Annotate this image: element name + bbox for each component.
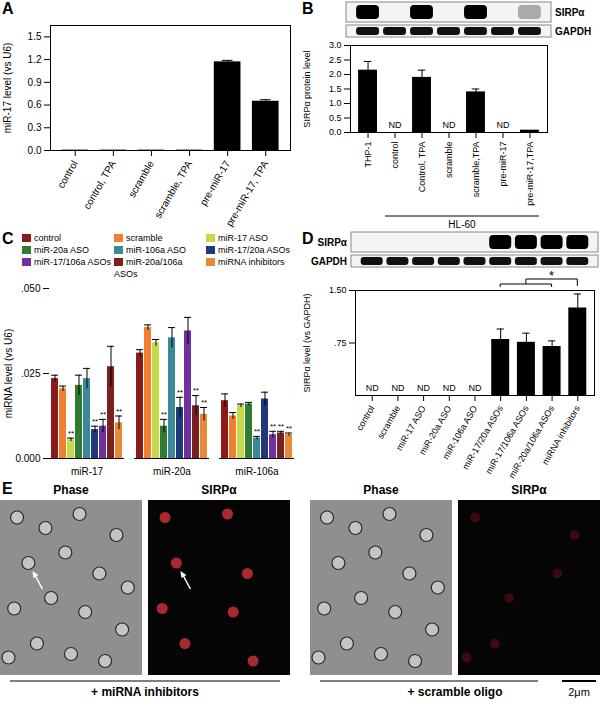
- svg-text:**: **: [116, 407, 122, 416]
- svg-text:.75: .75: [334, 338, 347, 348]
- svg-text:miR-106a: miR-106a: [235, 466, 279, 477]
- html-text:scramble: scramble: [126, 233, 163, 243]
- svg-text:ND: ND: [389, 120, 402, 130]
- svg-text:pre-miR-17: pre-miR-17: [498, 142, 508, 187]
- svg-text:**: **: [286, 424, 292, 433]
- svg-text:ND: ND: [496, 120, 509, 130]
- svg-text:2.0: 2.0: [329, 69, 342, 79]
- svg-text:+ scramble oligo: + scramble oligo: [407, 685, 502, 699]
- svg-text:0.0: 0.0: [28, 145, 42, 156]
- svg-text:miR-17/106a ASOs: miR-17/106a ASOs: [483, 403, 531, 476]
- svg-text:0.0: 0.0: [329, 127, 342, 137]
- svg-text:control: control: [354, 404, 376, 432]
- svg-text:scramble: scramble: [444, 142, 454, 179]
- svg-text:Phase: Phase: [53, 483, 89, 497]
- svg-text:miR-17 ASO: miR-17 ASO: [394, 403, 428, 453]
- svg-text:3.0: 3.0: [329, 40, 342, 50]
- html-text:miR-17/106a ASOs: miR-17/106a ASOs: [34, 257, 111, 267]
- svg-text:2μm: 2μm: [568, 686, 590, 698]
- svg-text:control: control: [55, 159, 80, 190]
- svg-text:**: **: [270, 422, 276, 431]
- svg-text:2.5: 2.5: [329, 55, 342, 65]
- html-text:E: E: [2, 480, 13, 497]
- svg-text:pre-miR-17,TPA: pre-miR-17,TPA: [525, 142, 535, 206]
- svg-text:**: **: [278, 422, 284, 431]
- svg-text:control: control: [390, 142, 400, 169]
- svg-text:1.50: 1.50: [329, 285, 347, 295]
- svg-text:SIRPα level (vs GAPDH): SIRPα level (vs GAPDH): [302, 293, 312, 392]
- svg-text:GAPDH: GAPDH: [311, 256, 347, 267]
- svg-text:**: **: [254, 427, 260, 436]
- svg-text:GAPDH: GAPDH: [555, 26, 591, 37]
- svg-text:scramble: scramble: [126, 158, 156, 199]
- html-text:miR-17/20a ASOs: miR-17/20a ASOs: [218, 245, 290, 255]
- svg-text:ND: ND: [443, 120, 456, 130]
- svg-text:pre-miR-17, TPA: pre-miR-17, TPA: [224, 158, 271, 228]
- svg-text:.025: .025: [21, 368, 41, 379]
- svg-text:miRNA inhibitors: miRNA inhibitors: [540, 404, 582, 467]
- svg-text:ND: ND: [391, 383, 404, 393]
- svg-text:1.0: 1.0: [329, 98, 342, 108]
- svg-text:**: **: [201, 398, 207, 407]
- html-text:miR-17 ASO: miR-17 ASO: [218, 233, 268, 243]
- svg-text:miR-17: miR-17: [71, 466, 104, 477]
- svg-text:miR-17/20a ASOs: miR-17/20a ASOs: [460, 403, 505, 472]
- svg-text:miR-20a: miR-20a: [153, 466, 191, 477]
- svg-text:**: **: [92, 417, 98, 426]
- svg-text:0.000: 0.000: [15, 453, 40, 464]
- html-text:miR-106a ASO: miR-106a ASO: [126, 245, 186, 255]
- svg-text:**: **: [161, 410, 167, 419]
- svg-text:0.3: 0.3: [28, 122, 42, 133]
- svg-text:scramble,TPA: scramble,TPA: [471, 142, 481, 198]
- svg-text:HL-60: HL-60: [448, 219, 476, 230]
- html-text:A: A: [2, 0, 14, 17]
- svg-text:1.5: 1.5: [329, 84, 342, 94]
- svg-text:miR-20a ASO: miR-20a ASO: [417, 403, 454, 457]
- svg-text:**: **: [100, 410, 106, 419]
- html-text:miR-20a/106a ASOs: miR-20a/106a ASOs: [114, 257, 183, 279]
- svg-text:0.5: 0.5: [329, 113, 342, 123]
- svg-text:ND: ND: [443, 383, 456, 393]
- svg-text:ND: ND: [366, 383, 379, 393]
- svg-text:SIRPα: SIRPα: [201, 483, 237, 497]
- svg-text:SIRPα protein level: SIRPα protein level: [302, 50, 312, 127]
- svg-text:scramble: scramble: [375, 404, 402, 441]
- html-text:control: control: [34, 233, 61, 243]
- svg-text:miR-20a/106a ASOs: miR-20a/106a ASOs: [507, 404, 557, 480]
- svg-text:SIRPα: SIRPα: [318, 237, 348, 248]
- svg-text:1.5: 1.5: [28, 31, 42, 42]
- svg-text:pre-miR-17: pre-miR-17: [198, 158, 233, 207]
- svg-text:+ miRNA inhibitors: + miRNA inhibitors: [91, 685, 199, 699]
- svg-text:Phase: Phase: [363, 483, 399, 497]
- svg-text:SIRPα: SIRPα: [511, 483, 547, 497]
- svg-text:miR-106a ASO: miR-106a ASO: [440, 403, 480, 461]
- html-text:B: B: [302, 0, 314, 17]
- svg-text:ND: ND: [469, 383, 482, 393]
- svg-text:ND: ND: [417, 383, 430, 393]
- svg-text:0.6: 0.6: [28, 99, 42, 110]
- svg-text:**: **: [177, 388, 183, 397]
- svg-text:control, TPA: control, TPA: [81, 158, 118, 211]
- svg-text:**: **: [193, 386, 199, 395]
- svg-text:THP-1: THP-1: [363, 142, 373, 168]
- html-text:miR-20a ASO: miR-20a ASO: [34, 245, 89, 255]
- html-text:miRNA inhibitors: miRNA inhibitors: [218, 257, 285, 267]
- svg-text:miR-17 level (vs U6): miR-17 level (vs U6): [2, 43, 13, 134]
- svg-text:miRNA level (vs U6): miRNA level (vs U6): [3, 329, 14, 418]
- svg-text:.050: .050: [21, 283, 41, 294]
- svg-text:*: *: [549, 268, 554, 283]
- svg-text:**: **: [68, 429, 74, 438]
- svg-text:1.2: 1.2: [28, 54, 42, 65]
- svg-text:SIRPα: SIRPα: [555, 7, 585, 18]
- html-text:D: D: [302, 230, 314, 247]
- html-text:C: C: [2, 230, 14, 247]
- svg-text:0.9: 0.9: [28, 77, 42, 88]
- svg-text:Control, TPA: Control, TPA: [417, 142, 427, 193]
- svg-text:scramble, TPA: scramble, TPA: [152, 158, 194, 220]
